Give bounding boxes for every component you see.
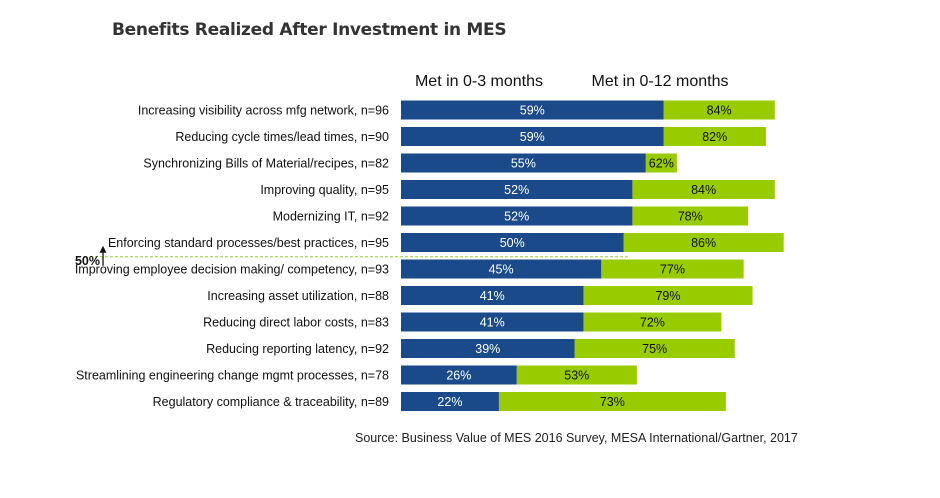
category-label: Regulatory compliance & traceability, n=… bbox=[153, 395, 389, 409]
data-label-0-3-months: 26% bbox=[446, 369, 471, 383]
bar-0-3-months bbox=[401, 206, 633, 226]
category-label: Reducing cycle times/lead times, n=90 bbox=[175, 130, 389, 144]
data-label-0-3-months: 59% bbox=[520, 104, 545, 118]
legend-series-1: Met in 0-12 months bbox=[592, 73, 729, 90]
category-label: Improving employee decision making/ comp… bbox=[75, 263, 389, 277]
bar-0-3-months bbox=[401, 153, 646, 173]
bar-0-3-months bbox=[401, 365, 517, 385]
data-label-0-3-months: 52% bbox=[504, 210, 529, 224]
bar-0-12-months bbox=[645, 153, 677, 173]
data-label-0-12-months: 72% bbox=[640, 316, 665, 330]
data-label-0-12-months: 77% bbox=[660, 263, 685, 277]
data-label-0-3-months: 50% bbox=[500, 236, 525, 250]
data-label-0-12-months: 73% bbox=[600, 395, 625, 409]
threshold-arrow-icon bbox=[99, 245, 107, 253]
category-label: Synchronizing Bills of Material/recipes,… bbox=[143, 157, 389, 171]
bar-0-3-months bbox=[401, 233, 624, 252]
data-label-0-12-months: 62% bbox=[649, 157, 674, 171]
bar-0-3-months bbox=[401, 339, 575, 358]
data-label-0-3-months: 59% bbox=[520, 130, 545, 144]
category-label: Reducing reporting latency, n=92 bbox=[206, 342, 389, 356]
data-label-0-12-months: 84% bbox=[707, 104, 732, 118]
data-label-0-12-months: 86% bbox=[691, 236, 716, 250]
legend: Met in 0-3 months Met in 0-12 months bbox=[415, 73, 729, 90]
bar-0-3-months bbox=[401, 127, 664, 146]
bar-0-12-months bbox=[663, 100, 775, 120]
bar-0-3-months bbox=[401, 259, 602, 279]
source-note: Source: Business Value of MES 2016 Surve… bbox=[355, 431, 798, 445]
data-label-0-3-months: 45% bbox=[489, 263, 514, 277]
data-label-0-12-months: 84% bbox=[691, 183, 716, 197]
bar-0-12-months bbox=[498, 392, 726, 411]
category-label: Modernizing IT, n=92 bbox=[273, 210, 389, 224]
data-label-0-12-months: 75% bbox=[642, 342, 667, 356]
data-label-0-3-months: 41% bbox=[480, 289, 505, 303]
data-label-0-12-months: 53% bbox=[564, 369, 589, 383]
bar-0-12-months bbox=[574, 339, 735, 358]
bar-0-12-months bbox=[663, 127, 766, 146]
chart-title: Benefits Realized After Investment in ME… bbox=[112, 20, 507, 40]
bar-0-3-months bbox=[401, 100, 664, 120]
data-label-0-3-months: 52% bbox=[504, 183, 529, 197]
bar-0-12-months bbox=[601, 259, 744, 279]
data-label-0-12-months: 78% bbox=[678, 210, 703, 224]
bar-0-12-months bbox=[632, 180, 775, 199]
data-label-0-12-months: 79% bbox=[655, 289, 680, 303]
bar-0-12-months bbox=[583, 312, 722, 332]
bar-0-12-months bbox=[516, 365, 637, 385]
bar-0-12-months bbox=[632, 206, 749, 226]
bar-0-3-months bbox=[401, 392, 499, 411]
category-label: Increasing visibility across mfg network… bbox=[138, 104, 389, 118]
data-label-0-12-months: 82% bbox=[702, 130, 727, 144]
bars: 59% 84% 59% 82% 55% 62% 52% 84% 52% 78% 50% 86% 45% 7… bbox=[401, 100, 784, 411]
category-label: Improving quality, n=95 bbox=[260, 183, 389, 197]
category-label: Reducing direct labor costs, n=83 bbox=[203, 316, 389, 330]
category-labels: Increasing visibility across mfg network… bbox=[75, 104, 389, 410]
data-label-0-3-months: 39% bbox=[475, 342, 500, 356]
category-label: Enforcing standard processes/best practi… bbox=[108, 236, 389, 250]
bar-0-3-months bbox=[401, 312, 584, 332]
data-label-0-3-months: 22% bbox=[437, 395, 462, 409]
data-label-0-3-months: 55% bbox=[511, 157, 536, 171]
data-label-0-3-months: 41% bbox=[480, 316, 505, 330]
category-label: Streamlining engineering change mgmt pro… bbox=[76, 369, 389, 383]
threshold-label: 50% bbox=[75, 254, 100, 268]
bar-0-12-months bbox=[623, 233, 784, 252]
threshold-marker: 50% bbox=[75, 245, 630, 268]
bar-0-3-months bbox=[401, 180, 633, 199]
bar-0-3-months bbox=[401, 286, 584, 305]
category-label: Increasing asset utilization, n=88 bbox=[207, 289, 389, 303]
legend-series-0: Met in 0-3 months bbox=[415, 73, 543, 90]
bar-0-12-months bbox=[583, 286, 753, 305]
